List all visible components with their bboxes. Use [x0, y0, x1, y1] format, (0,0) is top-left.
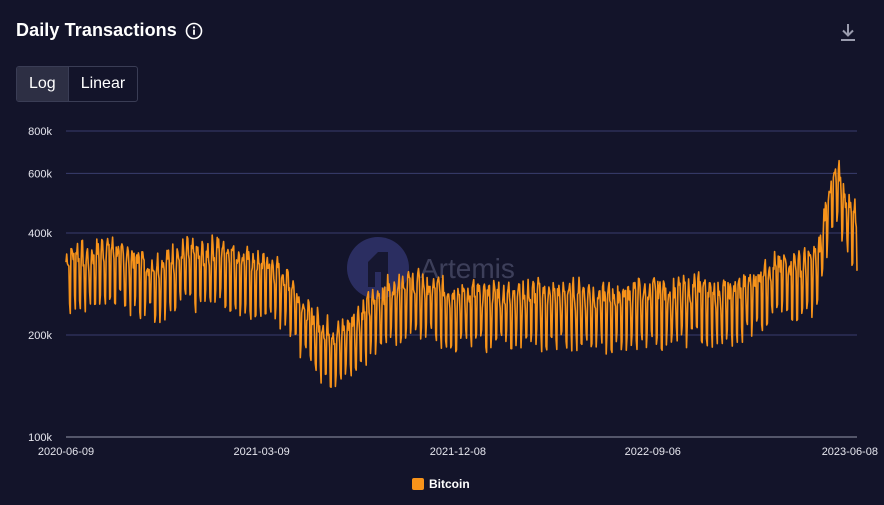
x-tick-label: 2021-03-09: [233, 446, 289, 458]
info-icon[interactable]: [185, 22, 203, 40]
legend-label-bitcoin: Bitcoin: [429, 477, 470, 491]
toggle-divider: [67, 67, 69, 101]
y-tick-label: 800k: [28, 126, 52, 138]
series-line-bitcoin: [65, 159, 858, 388]
watermark-text: Artemis: [420, 253, 515, 284]
x-tick-label: 2021-12-08: [430, 446, 486, 458]
y-tick-label: 400k: [28, 228, 52, 240]
linear-scale-button[interactable]: Linear: [69, 67, 137, 101]
legend-swatch-bitcoin: [412, 478, 424, 490]
download-icon[interactable]: [838, 22, 858, 44]
y-tick-label: 200k: [28, 330, 52, 342]
scale-toggle: Log Linear: [16, 66, 139, 102]
y-tick-label: 600k: [28, 168, 52, 180]
log-scale-button[interactable]: Log: [17, 67, 68, 101]
x-tick-label: 2023-06-08: [822, 446, 878, 458]
chart-legend[interactable]: Bitcoin: [412, 477, 470, 491]
y-tick-label: 100k: [28, 432, 52, 444]
x-tick-label: 2022-09-06: [625, 446, 681, 458]
chart-header: Daily Transactions: [16, 20, 203, 41]
x-tick-label: 2020-06-09: [38, 446, 94, 458]
chart-title: Daily Transactions: [16, 20, 177, 40]
